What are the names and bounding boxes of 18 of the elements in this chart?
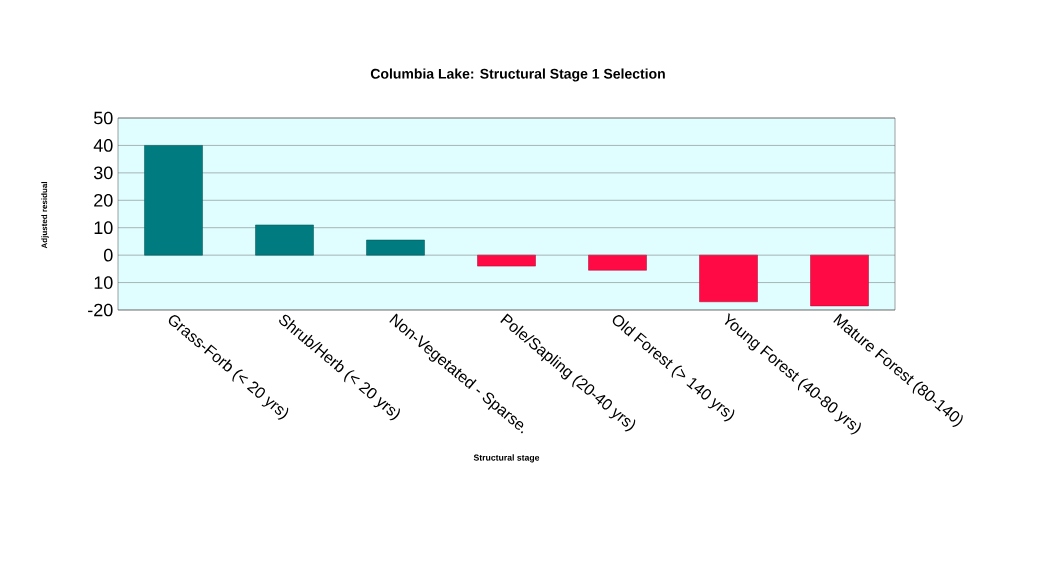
bar — [366, 239, 425, 256]
y-tick-label: 30 — [93, 166, 113, 180]
y-tick-label: -20 — [88, 303, 113, 317]
y-tick-label: 20 — [94, 193, 113, 207]
y-tick-label: 50 — [93, 111, 113, 125]
y-tick-label: 10 — [94, 221, 113, 235]
y-axis-title: Adjusted residual — [41, 182, 49, 249]
chart-title: Columbia Lake: Structural Stage 1 Selection — [370, 68, 665, 82]
bar — [255, 224, 314, 256]
bar — [588, 254, 647, 271]
y-tick-label: 0 — [103, 248, 113, 262]
x-axis-title: Structural stage — [473, 454, 540, 463]
y-tick-label: 40 — [93, 139, 113, 152]
y-tick-label: 10 — [94, 276, 113, 289]
bar — [810, 254, 869, 307]
bar — [477, 254, 536, 267]
bar — [144, 145, 203, 256]
bar — [699, 254, 758, 303]
